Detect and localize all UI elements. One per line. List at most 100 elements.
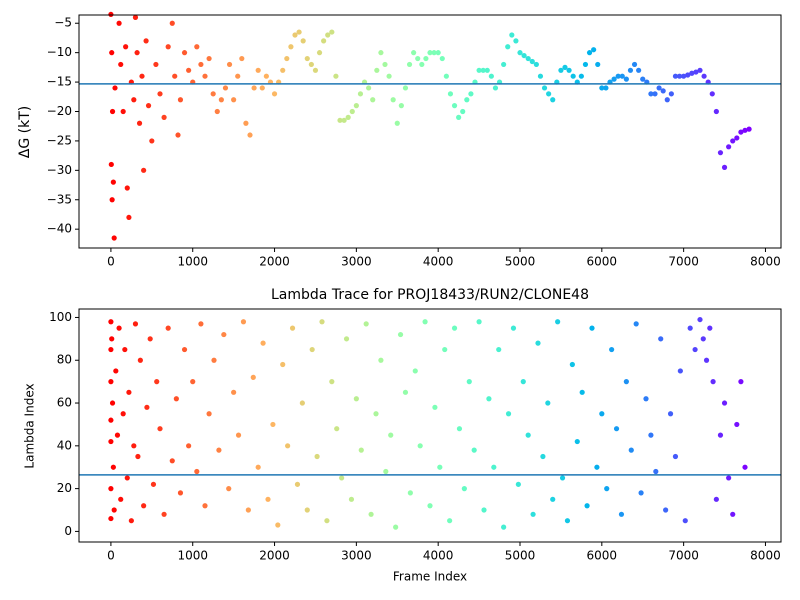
point (337, 117, 343, 123)
point (334, 426, 340, 432)
point (353, 396, 359, 402)
point (157, 91, 163, 97)
point (285, 443, 291, 449)
point (742, 464, 748, 470)
point (496, 346, 502, 353)
point (108, 486, 114, 492)
point (141, 503, 147, 509)
point (226, 61, 233, 68)
point (169, 20, 175, 26)
point (165, 44, 171, 50)
point (415, 55, 421, 62)
point (177, 97, 184, 103)
point (491, 464, 497, 470)
point (134, 50, 140, 56)
point (111, 507, 117, 513)
point (108, 379, 114, 385)
point (447, 518, 453, 524)
point (114, 432, 121, 438)
point (566, 67, 572, 73)
x-tick-label: 8000 (750, 549, 781, 563)
point (492, 85, 499, 91)
y-tick-label: 60 (57, 396, 72, 410)
point (412, 368, 418, 374)
point (652, 91, 658, 97)
point (521, 52, 527, 59)
point (515, 481, 521, 487)
point (144, 404, 150, 410)
point (730, 138, 736, 144)
point (689, 70, 695, 76)
point (157, 426, 163, 432)
point (382, 61, 388, 68)
point (628, 447, 634, 453)
point (595, 61, 601, 68)
point (296, 29, 302, 35)
point (717, 432, 724, 438)
point (480, 67, 486, 73)
point (638, 490, 644, 496)
point (546, 91, 552, 97)
point (451, 103, 458, 109)
point (530, 511, 536, 517)
point (505, 44, 511, 50)
x-tick-label: 6000 (587, 255, 618, 269)
point (402, 389, 409, 395)
point (245, 507, 251, 513)
point (265, 496, 271, 502)
point (569, 361, 575, 368)
point (589, 325, 595, 331)
point (260, 340, 266, 346)
point (717, 150, 724, 156)
point (128, 518, 134, 524)
point (451, 325, 458, 331)
point (210, 91, 216, 97)
point (308, 61, 314, 68)
point (194, 44, 200, 50)
point (314, 453, 320, 460)
point (619, 73, 625, 79)
point (668, 91, 674, 97)
point (533, 61, 539, 68)
point (730, 511, 736, 517)
point (235, 73, 241, 79)
point (700, 336, 706, 342)
point (161, 114, 167, 120)
point (300, 38, 306, 44)
point (406, 61, 413, 68)
point (333, 73, 339, 79)
point (275, 522, 281, 528)
point (284, 55, 290, 62)
point (570, 73, 576, 79)
y-tick-label: −35 (47, 192, 72, 206)
point (721, 164, 728, 170)
point (505, 411, 512, 417)
point (464, 97, 470, 103)
point (613, 426, 620, 432)
point (214, 108, 220, 115)
point (235, 432, 242, 438)
point (324, 518, 330, 524)
point (713, 496, 719, 502)
point (357, 91, 364, 97)
point (618, 511, 625, 517)
point (231, 97, 237, 103)
point (280, 361, 286, 368)
point (390, 97, 396, 103)
point (486, 396, 492, 402)
point (393, 524, 399, 530)
point (271, 91, 278, 97)
point (240, 319, 247, 325)
point (394, 120, 400, 126)
plot-frame (78, 308, 782, 543)
x-tick-label: 2000 (259, 549, 290, 563)
point (280, 67, 286, 73)
point (222, 85, 229, 91)
point (243, 120, 249, 126)
x-tick-label: 1000 (177, 549, 208, 563)
x-tick-label: 0 (107, 255, 115, 269)
point (153, 61, 159, 68)
point (131, 97, 137, 103)
point (147, 336, 153, 342)
x-tick-label: 3000 (341, 255, 372, 269)
